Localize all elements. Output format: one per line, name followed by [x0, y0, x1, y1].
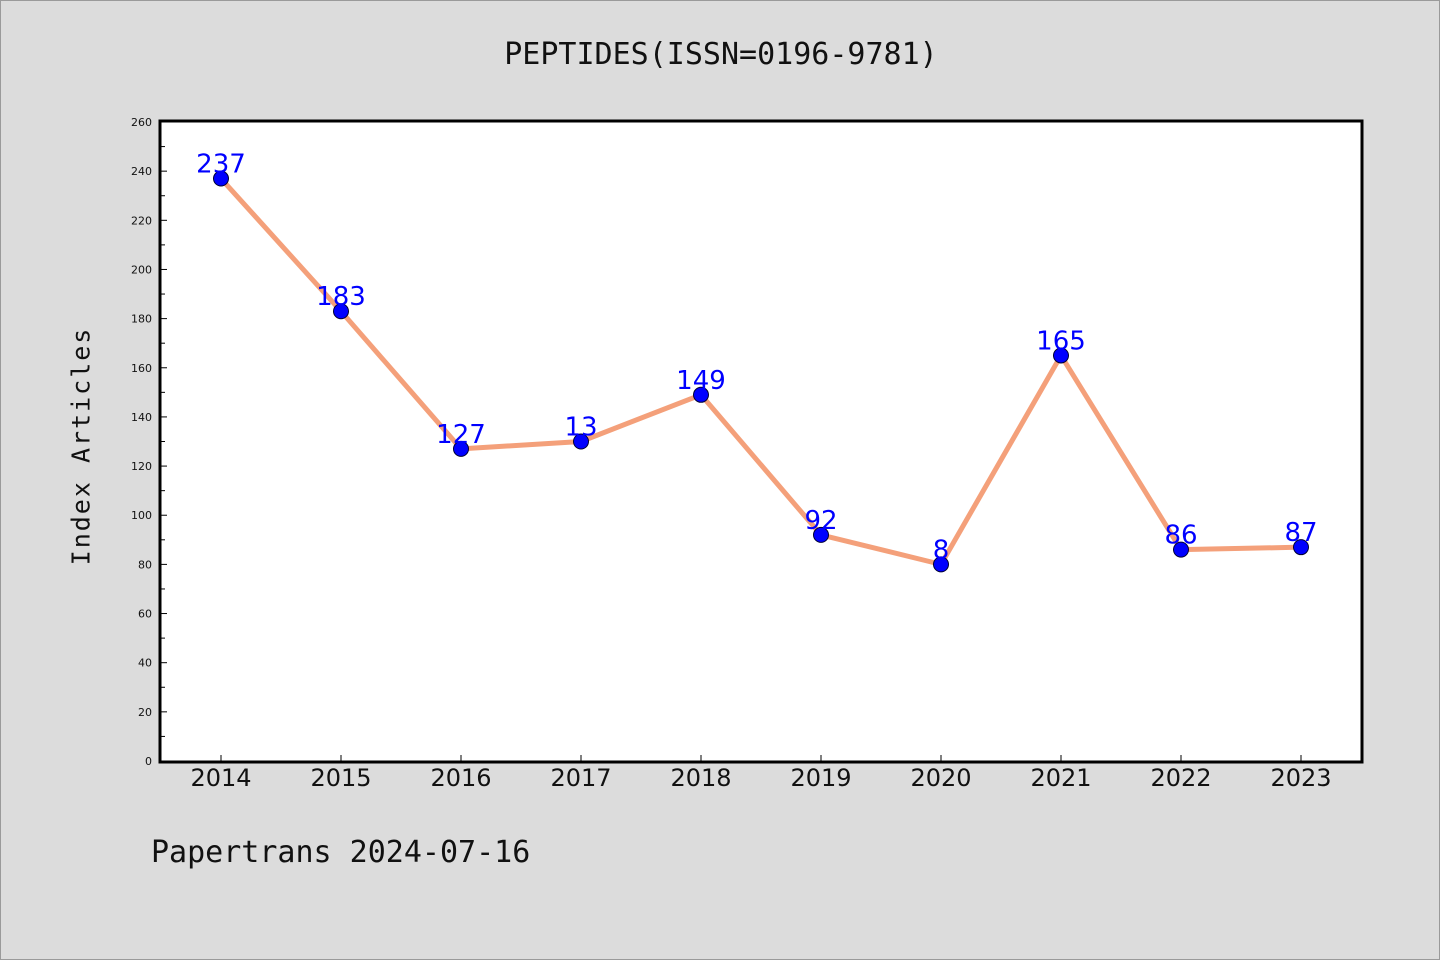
data-label: 237 [196, 150, 246, 180]
y-tick-label: 180 [131, 313, 152, 326]
data-label: 183 [316, 282, 366, 312]
x-tick-label: 2016 [430, 764, 491, 792]
data-label: 87 [1284, 518, 1317, 548]
data-point [693, 386, 709, 403]
data-point [213, 170, 229, 187]
chart-title: PEPTIDES(ISSN=0196-9781) [504, 37, 938, 72]
data-markers [213, 170, 1309, 573]
x-tick-label: 2021 [1030, 764, 1091, 792]
data-point [333, 303, 349, 320]
data-label: 86 [1164, 521, 1197, 551]
y-tick-label: 20 [138, 706, 152, 719]
data-point [573, 433, 589, 450]
x-tick-label: 2014 [190, 764, 251, 792]
y-tick-label: 140 [131, 411, 152, 424]
y-tick-label: 260 [131, 116, 152, 129]
data-labels: 237 183 127 13 149 92 8 165 86 87 [196, 150, 1317, 566]
y-tick-label: 80 [138, 558, 152, 571]
data-point [1053, 347, 1069, 364]
data-point [933, 556, 949, 573]
y-tick-label: 40 [138, 657, 152, 670]
y-axis: 0 20 40 60 80 100 120 140 160 180 200 220 240 260 [131, 116, 167, 768]
data-label: 92 [804, 506, 837, 536]
data-point [453, 440, 469, 457]
x-tick-label: 2020 [910, 764, 971, 792]
y-tick-label: 60 [138, 608, 152, 621]
y-tick-label: 120 [131, 460, 152, 473]
data-label: 127 [436, 420, 486, 450]
x-axis: 2014 2015 2016 2017 2018 2019 2020 2021 2022 2023 [190, 755, 1332, 792]
plot-area [158, 119, 1364, 764]
y-tick-label: 200 [131, 263, 152, 276]
series-line [219, 176, 1302, 567]
data-point [813, 526, 829, 543]
x-tick-label: 2023 [1270, 764, 1331, 792]
x-tick-label: 2015 [310, 764, 371, 792]
y-tick-label: 100 [131, 509, 152, 522]
data-label: 8 [933, 535, 950, 565]
data-label: 165 [1036, 326, 1086, 356]
data-point [1293, 539, 1309, 556]
footer-note: Papertrans 2024-07-16 [151, 835, 531, 870]
x-tick-label: 2017 [550, 764, 611, 792]
y-tick-label: 0 [145, 755, 152, 768]
x-tick-label: 2022 [1150, 764, 1211, 792]
x-tick-label: 2018 [670, 764, 731, 792]
y-tick-label: 240 [131, 165, 152, 178]
y-tick-label: 220 [131, 214, 152, 227]
y-tick-label: 160 [131, 362, 152, 375]
x-tick-label: 2019 [790, 764, 851, 792]
data-point [1173, 541, 1189, 558]
data-label: 149 [676, 366, 726, 396]
data-label: 13 [564, 413, 597, 443]
